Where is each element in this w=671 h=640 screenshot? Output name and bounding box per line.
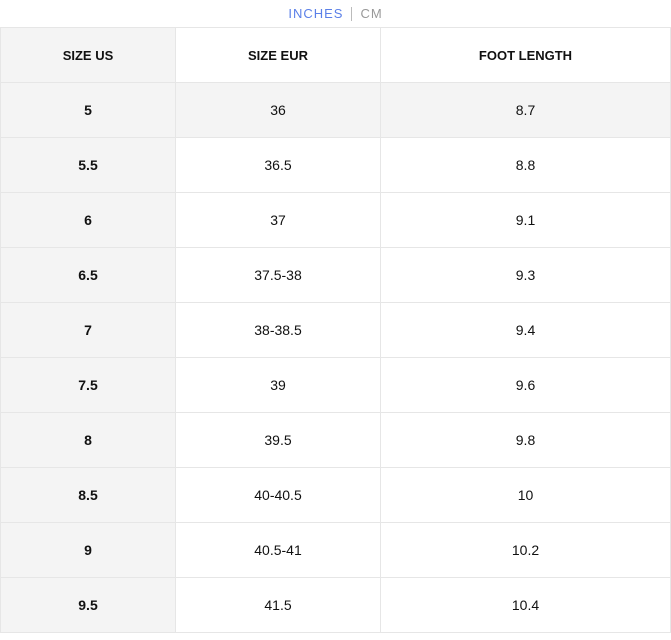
header-size-eur: SIZE EUR [175, 27, 381, 83]
size-us-cell: 5 [0, 82, 176, 138]
size-eur-cell: 39.5 [175, 412, 381, 468]
unit-toggle: INCHES CM [0, 0, 671, 27]
table-row: 5.5 36.5 8.8 [0, 137, 671, 193]
foot-length-cell: 9.8 [380, 412, 671, 468]
size-eur-cell: 37 [175, 192, 381, 248]
foot-length-cell: 10.4 [380, 577, 671, 633]
foot-length-cell: 10 [380, 467, 671, 523]
table-row: 8 39.5 9.8 [0, 412, 671, 468]
size-us-cell: 6 [0, 192, 176, 248]
size-us-cell: 8.5 [0, 467, 176, 523]
size-us-cell: 6.5 [0, 247, 176, 303]
size-chart-table: SIZE US SIZE EUR FOOT LENGTH 5 36 8.7 5.5 36… [0, 27, 671, 633]
size-eur-cell: 41.5 [175, 577, 381, 633]
size-eur-cell: 37.5-38 [175, 247, 381, 303]
size-eur-cell: 38-38.5 [175, 302, 381, 358]
header-foot-length: FOOT LENGTH [380, 27, 671, 83]
size-eur-cell: 40.5-41 [175, 522, 381, 578]
foot-length-cell: 9.3 [380, 247, 671, 303]
foot-length-cell: 10.2 [380, 522, 671, 578]
cm-tab[interactable]: CM [360, 6, 383, 21]
divider [351, 6, 353, 21]
foot-length-cell: 9.1 [380, 192, 671, 248]
table-row: 7.5 39 9.6 [0, 357, 671, 413]
size-us-cell: 7 [0, 302, 176, 358]
foot-length-cell: 9.6 [380, 357, 671, 413]
header-size-us: SIZE US [0, 27, 176, 83]
size-eur-cell: 36.5 [175, 137, 381, 193]
size-eur-cell: 40-40.5 [175, 467, 381, 523]
table-row: 6 37 9.1 [0, 192, 671, 248]
header-row: SIZE US SIZE EUR FOOT LENGTH [0, 27, 671, 83]
size-eur-cell: 39 [175, 357, 381, 413]
size-eur-cell: 36 [175, 82, 381, 138]
foot-length-cell: 8.7 [380, 82, 671, 138]
size-us-cell: 7.5 [0, 357, 176, 413]
foot-length-cell: 8.8 [380, 137, 671, 193]
table-row: 8.5 40-40.5 10 [0, 467, 671, 523]
size-us-cell: 8 [0, 412, 176, 468]
table-row: 9.5 41.5 10.4 [0, 577, 671, 633]
size-us-cell: 5.5 [0, 137, 176, 193]
inches-tab[interactable]: INCHES [288, 6, 344, 21]
foot-length-cell: 9.4 [380, 302, 671, 358]
table-row: 5 36 8.7 [0, 82, 671, 138]
table-row: 6.5 37.5-38 9.3 [0, 247, 671, 303]
size-us-cell: 9 [0, 522, 176, 578]
size-us-cell: 9.5 [0, 577, 176, 633]
table-row: 9 40.5-41 10.2 [0, 522, 671, 578]
table-row: 7 38-38.5 9.4 [0, 302, 671, 358]
